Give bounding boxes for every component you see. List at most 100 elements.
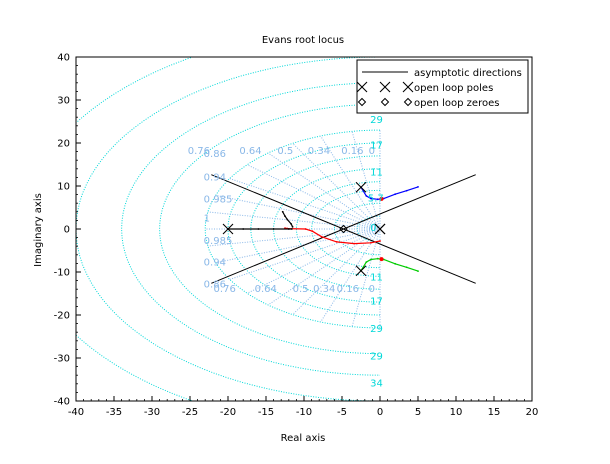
- wn-circle: [159, 103, 381, 355]
- legend: asymptotic directions open loop poles op…: [356, 59, 529, 114]
- open-loop-zero-marker: [339, 224, 348, 234]
- legend-zero-icon: [357, 97, 413, 107]
- gain-point: [379, 257, 384, 262]
- locus-point: [405, 189, 408, 192]
- y-tick-label: -10: [54, 268, 70, 279]
- legend-zero-diamond-icon: [403, 97, 413, 107]
- x-tick-label: -10: [296, 407, 312, 418]
- x-tick-label: -35: [106, 407, 122, 418]
- x-tick-label: 20: [526, 407, 539, 418]
- pole-stroke: [355, 181, 367, 193]
- legend-zero-diamond-icon: [380, 97, 390, 107]
- locus-point: [365, 261, 368, 264]
- tick-layer: -40 -35 -30 -25 -20 -15 -10 -5 0 5 10 15 20403020100…: [54, 53, 539, 419]
- y-tick-label: 10: [57, 182, 70, 193]
- zeta-grid-label: 0.16: [337, 284, 359, 295]
- y-tick-label: 40: [57, 53, 70, 64]
- locus-point: [335, 241, 338, 243]
- y-tick-label: 30: [57, 96, 70, 107]
- locus-point: [320, 235, 323, 238]
- marker-layer: [222, 181, 386, 277]
- zeta-grid-label: 0.76: [214, 284, 236, 295]
- locus-point: [417, 185, 419, 188]
- locus-point: [287, 228, 290, 230]
- asymptote-line: [343, 228, 476, 284]
- zeta-grid-label: 0.86: [204, 149, 226, 160]
- zeta-ray: [246, 228, 381, 294]
- locus-point: [281, 210, 284, 213]
- locus-point: [290, 222, 292, 225]
- locus-point: [365, 194, 368, 197]
- zeta-grid-label: 0.76: [188, 146, 210, 157]
- branch-layer: [227, 185, 419, 273]
- legend-label-asymptotes: asymptotic directions: [414, 68, 522, 79]
- grid-label-layer: 0.760.86 0.64 0.5 0.34 0.16 00.940.98510.9850…: [188, 115, 384, 389]
- open-loop-pole-marker: [355, 265, 367, 277]
- pole-stroke: [355, 265, 367, 277]
- x-tick-label: -40: [68, 407, 84, 418]
- y-tick-label: -20: [54, 311, 70, 322]
- zeta-grid-label: 0.86: [204, 279, 226, 290]
- zeta-ray: [267, 152, 381, 230]
- asymptote-line: [211, 228, 344, 284]
- locus-point: [286, 218, 289, 221]
- legend-pole-x-icon: [379, 81, 391, 93]
- wn-grid-label: 11: [370, 273, 383, 284]
- open-loop-pole-marker: [222, 223, 234, 235]
- zeta-ray: [215, 194, 381, 230]
- pole-stroke: [379, 81, 391, 93]
- zeta-grid-label: 0.16: [341, 146, 363, 157]
- legend-pole-x-icon: [356, 81, 368, 93]
- chart-title: Evans root locus: [262, 35, 344, 46]
- wn-grid-label: 29: [370, 324, 383, 335]
- y-tick-label: 20: [57, 139, 70, 150]
- legend-label-zeroes: open loop zeroes: [414, 98, 499, 109]
- zeta-grid-label: 0: [369, 284, 375, 295]
- x-tick-label: 15: [488, 407, 501, 418]
- wn-circle: [333, 202, 380, 256]
- zeta-grid-label: 0.34: [308, 146, 330, 157]
- locus-point: [242, 228, 245, 230]
- locus-point: [290, 228, 293, 230]
- asymptote-layer: [211, 174, 476, 284]
- locus-point: [369, 241, 372, 244]
- x-axis-title: Real axis: [281, 433, 326, 444]
- wn-grid-label: 5.7: [368, 193, 384, 204]
- locus-point: [376, 198, 379, 201]
- legend-label-poles: open loop poles: [414, 83, 493, 94]
- locus-point: [394, 193, 397, 196]
- zeta-grid-label: 0.64: [255, 284, 277, 295]
- locus-point: [405, 266, 408, 269]
- x-tick-label: -15: [258, 407, 274, 418]
- x-tick-label: -5: [337, 407, 347, 418]
- locus-point: [272, 228, 275, 230]
- y-tick-label: -30: [54, 354, 70, 365]
- wn-grid-label: 29: [370, 351, 383, 362]
- zeta-ray: [207, 211, 381, 230]
- open-loop-pole-marker: [374, 223, 386, 235]
- zeta-ray: [351, 228, 381, 327]
- x-tick-label: 10: [450, 407, 463, 418]
- legend-pole-icon: [356, 81, 414, 93]
- locus-point: [311, 230, 314, 233]
- x-tick-label: -30: [144, 407, 160, 418]
- pole-stroke: [374, 223, 386, 235]
- locus-point: [417, 270, 419, 273]
- wn-circle: [76, 57, 381, 401]
- locus-point: [291, 225, 294, 228]
- zeta-ray: [215, 228, 381, 264]
- x-tick-label: -25: [182, 407, 198, 418]
- wn-grid-label: 17: [370, 141, 383, 152]
- zeta-grid-label: 0.94: [204, 172, 226, 183]
- zeta-ray: [320, 135, 381, 230]
- locus-point: [376, 257, 379, 260]
- x-tick-label: 0: [377, 407, 383, 418]
- locus-point: [257, 228, 260, 230]
- zeta-grid-label: 0: [369, 146, 375, 157]
- wn-grid-label: 17: [370, 297, 383, 308]
- y-axis-title: Imaginary axis: [33, 193, 44, 267]
- zeta-ray: [246, 164, 381, 230]
- open-loop-pole-marker: [355, 181, 367, 193]
- pole-stroke: [222, 223, 234, 235]
